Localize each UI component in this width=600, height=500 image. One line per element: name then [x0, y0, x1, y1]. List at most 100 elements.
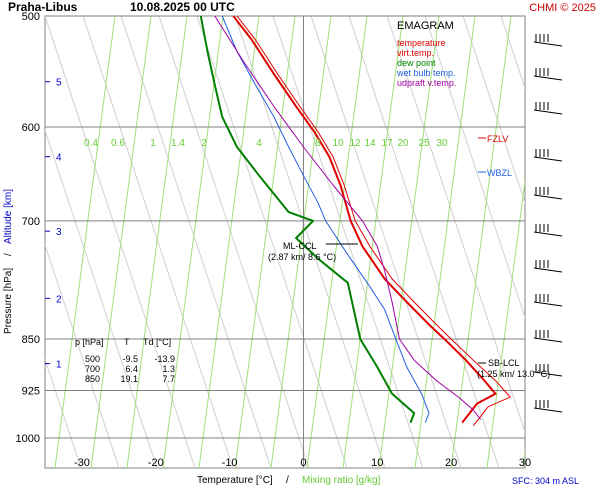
mixing-ratio-line	[450, 16, 512, 468]
temperature-tick-label: -20	[148, 457, 164, 469]
wind-barb-staff	[533, 301, 563, 307]
wind-barb-staff	[533, 75, 563, 81]
dry-adiabat-line	[272, 16, 424, 468]
pressure-tick-label: 700	[22, 216, 40, 228]
mixing-ratio-label: 8	[315, 138, 321, 149]
altitude-tick-label: 5	[56, 78, 62, 89]
dry-adiabat-line	[82, 16, 234, 468]
y-axis-title-pressure: Pressure [hPa]	[3, 268, 14, 334]
mixing-ratio-label: 2	[201, 138, 207, 149]
ml-ccl-label: ML-CCL	[283, 241, 317, 251]
series-line-udpraft-v-temp-	[214, 16, 482, 420]
table-cell: 850	[85, 374, 100, 384]
dry-adiabat-line	[234, 16, 386, 468]
sb-lcl-label: SB-LCL	[488, 358, 520, 368]
mixing-ratio-label: 0.4	[84, 138, 98, 149]
dry-adiabat-line	[348, 16, 500, 468]
table-cell: -9.5	[122, 354, 138, 364]
x-axis-title-temperature: Temperature [°C]	[197, 475, 273, 486]
ml-ccl-detail: (2.87 km/ 8.6 °C)	[268, 252, 336, 262]
mixing-ratio-line	[486, 177, 525, 468]
dry-adiabat-line	[158, 16, 310, 468]
table-header-td: Td [°C]	[143, 337, 171, 347]
wind-barbs	[533, 34, 563, 413]
x-axis-title-mixing: Mixing ratio [g/kg]	[302, 475, 381, 486]
wind-barb-staff	[533, 337, 563, 343]
wind-barb-staff	[533, 267, 563, 273]
dry-adiabat-line	[424, 16, 525, 319]
mixing-ratio-label: 25	[418, 138, 430, 149]
table-cell: 700	[85, 364, 100, 374]
pressure-tick-label: 850	[22, 334, 40, 346]
series-line-wet-bulb-temp-	[221, 16, 430, 423]
altitude-tick-label: 1	[56, 360, 62, 371]
surface-note: SFC: 304 m ASL	[512, 476, 579, 486]
table-cell: 19.1	[120, 374, 138, 384]
wind-barb-staff	[533, 194, 563, 200]
dry-adiabat-line	[120, 16, 272, 468]
copyright: CHMI © 2025	[529, 2, 596, 14]
altitude-tick-label: 2	[56, 294, 62, 305]
wind-barb-staff	[533, 156, 563, 162]
legend-item-wet-bulb: wet bulb temp.	[396, 68, 456, 78]
pressure-tick-label: 925	[22, 386, 40, 398]
mixing-ratio-line	[54, 16, 116, 468]
temperature-tick-label: -30	[74, 457, 90, 469]
legend-item-temperature: temperature	[397, 38, 446, 48]
dry-adiabat-line	[310, 16, 462, 468]
mixing-ratio-label: 20	[397, 138, 409, 149]
mixing-ratio-label: 0.6	[111, 138, 125, 149]
pressure-tick-label: 500	[22, 11, 40, 23]
table-header-p: p [hPa]	[75, 337, 104, 347]
legend-title: EMAGRAM	[397, 20, 454, 32]
dry-adiabat-line	[577, 16, 600, 468]
dry-adiabat-line	[462, 16, 525, 205]
temperature-tick-label: 20	[445, 457, 457, 469]
mixing-ratio-label: 1	[150, 138, 156, 149]
temperature-tick-label: 30	[519, 457, 531, 469]
dry-adiabat-line	[196, 16, 348, 468]
wbzl-label: WBZL	[487, 168, 512, 178]
mixing-ratio-line	[90, 16, 152, 468]
dry-adiabat-line	[45, 128, 158, 468]
series-line-virt-temp-	[236, 16, 511, 427]
y-axis-title: Pressure [hPa] / Altitude [km]	[3, 189, 14, 334]
mixing-ratio-line	[522, 449, 525, 468]
dry-adiabat-line	[45, 16, 196, 468]
pressure-tick-label: 1000	[16, 433, 40, 445]
mixing-ratio-label: 30	[436, 138, 448, 149]
mixing-ratio-label: 1.4	[171, 138, 185, 149]
table-header-t: T	[124, 337, 130, 347]
grid-layer	[45, 16, 600, 468]
dry-adiabat-line	[45, 243, 120, 468]
legend-item-virt-temp: virt.temp.	[397, 48, 434, 58]
series-line-temperature	[232, 16, 497, 424]
sounding-datetime: 10.08.2025 00 UTC	[130, 0, 235, 14]
dry-adiabat-line	[386, 16, 525, 434]
mixing-ratio-line	[126, 16, 188, 468]
x-axis-title-separator: /	[286, 475, 289, 486]
mixing-ratio-line	[162, 16, 224, 468]
mixing-ratio-line	[198, 16, 260, 468]
mixing-ratio-label: 12	[349, 138, 361, 149]
mixing-ratio-label: 17	[381, 138, 393, 149]
sb-lcl-detail: (1.25 km/ 13.0 °C)	[477, 369, 550, 379]
y-axis-title-altitude: Altitude [km]	[3, 189, 14, 244]
wind-barb-staff	[533, 231, 563, 237]
wind-barb-staff	[533, 109, 563, 115]
table-cell: 6.4	[125, 364, 138, 374]
legend-item-updraft: udpraft v.temp.	[397, 78, 456, 88]
legend-item-dew-point: dew point	[397, 58, 436, 68]
pressure-tick-label: 600	[22, 122, 40, 134]
temperature-tick-label: 0	[300, 457, 306, 469]
wind-barb-staff	[533, 41, 563, 47]
altitude-tick-label: 4	[56, 153, 62, 164]
mixing-ratio-label: 14	[364, 138, 376, 149]
mixing-ratio-line	[414, 16, 476, 468]
mixing-ratio-line	[342, 16, 404, 468]
station-name: Praha-Libus	[8, 0, 78, 14]
temperature-tick-label: 10	[371, 457, 383, 469]
table-cell: 500	[85, 354, 100, 364]
